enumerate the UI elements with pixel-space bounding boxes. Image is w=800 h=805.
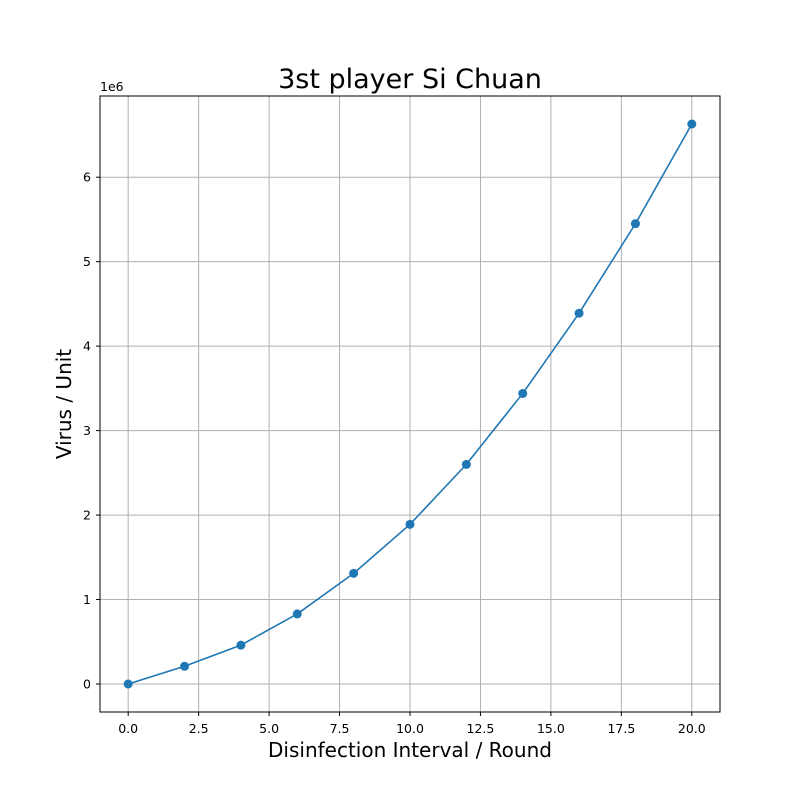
x-tick-label: 2.5 [189,721,209,736]
y-tick-label: 1 [83,592,91,607]
y-tick-label: 5 [83,254,91,269]
data-point [349,568,359,578]
grid-lines [100,96,720,712]
data-point [461,459,471,469]
x-tick-label: 12.5 [467,721,495,736]
x-axis-ticks: 0.0 2.5 5.0 7.5 10.0 12.5 15.0 17.5 20.0 [118,712,706,736]
x-tick-label: 7.5 [330,721,350,736]
x-axis-label: Disinfection Interval / Round [268,738,552,762]
chart-title: 3st player Si Chuan [278,64,542,95]
x-tick-label: 17.5 [607,721,635,736]
data-point [574,308,584,318]
data-point [630,219,640,229]
x-tick-label: 5.0 [259,721,279,736]
x-tick-label: 20.0 [678,721,706,736]
y-axis-ticks: 0 1 2 3 4 5 6 [83,170,100,692]
data-point [405,519,415,529]
data-point [687,119,697,129]
x-tick-label: 15.0 [537,721,565,736]
data-point [292,609,302,619]
x-tick-label: 10.0 [396,721,424,736]
y-tick-label: 6 [83,170,91,185]
y-offset-label: 1e6 [100,79,124,94]
data-point [123,679,133,689]
data-point [518,388,528,398]
y-axis-label: Virus / Unit [52,349,76,459]
data-point [180,661,190,671]
y-tick-label: 4 [83,339,91,354]
data-point [236,640,246,650]
x-tick-label: 0.0 [118,721,138,736]
y-tick-label: 0 [83,677,91,692]
y-tick-label: 3 [83,423,91,438]
series-layer [123,119,697,689]
y-tick-label: 2 [83,508,91,523]
